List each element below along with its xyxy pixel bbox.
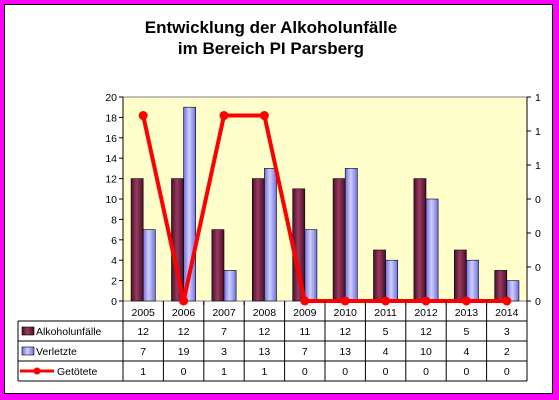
table-cell: 3 <box>504 326 510 338</box>
table-cell: 12 <box>339 326 351 338</box>
chart-frame: Entwicklung der Alkoholunfälle im Bereic… <box>4 4 553 394</box>
table-cell: 5 <box>383 326 389 338</box>
y2-tick-label: 1 <box>535 92 541 104</box>
table-cell: 2 <box>504 346 510 358</box>
y-tick-label: 0 <box>111 296 117 308</box>
bar-verletzte <box>425 198 439 302</box>
table-cell: 0 <box>181 366 187 378</box>
x-category-label: 2008 <box>253 307 277 319</box>
y-tick-label: 14 <box>105 153 117 165</box>
bar-alkoholunfaelle <box>251 178 265 302</box>
bar-alkoholunfaelle <box>332 178 346 302</box>
table-cell: 13 <box>339 346 351 358</box>
table-cell: 0 <box>342 366 348 378</box>
table-cell: 12 <box>137 326 149 338</box>
legend-key-alkoholunfaelle <box>21 326 35 336</box>
point-getoetete <box>259 111 269 121</box>
table-cell: 1 <box>140 366 146 378</box>
table-cell: 0 <box>383 366 389 378</box>
chart-title-line-2: im Bereich PI Parsberg <box>178 39 364 58</box>
point-getoetete <box>300 296 310 306</box>
x-category-label: 2013 <box>455 307 479 319</box>
y2-tick-label: 1 <box>535 160 541 172</box>
bar-alkoholunfaelle <box>130 178 144 302</box>
bar-verletzte <box>506 280 520 302</box>
bar-alkoholunfaelle <box>413 178 427 302</box>
y-tick-label: 2 <box>111 276 117 288</box>
y-tick-label: 10 <box>105 194 117 206</box>
table-cell: 0 <box>504 366 510 378</box>
table-cell: 19 <box>178 346 190 358</box>
chart: Entwicklung der Alkoholunfälle im Bereic… <box>17 18 541 382</box>
x-category-label: 2011 <box>374 307 397 319</box>
y-tick-label: 20 <box>105 92 117 104</box>
table-cell: 10 <box>420 346 432 358</box>
bar-alkoholunfaelle <box>373 249 386 302</box>
y-tick-label: 8 <box>111 214 117 226</box>
table-cell: 7 <box>302 346 308 358</box>
point-getoetete <box>179 296 189 306</box>
x-category-label: 2009 <box>293 307 317 319</box>
point-getoetete <box>381 296 391 306</box>
y2-tick-label: 0 <box>535 262 541 274</box>
table-cell: 4 <box>383 346 389 358</box>
table-cell: 1 <box>221 366 227 378</box>
table-cell: 4 <box>463 346 469 358</box>
table-cell: 0 <box>423 366 429 378</box>
bar-verletzte <box>385 259 399 302</box>
bar-verletzte <box>466 259 479 302</box>
y2-tick-label: 1 <box>535 126 541 138</box>
y2-tick-label: 0 <box>535 194 541 206</box>
y-tick-label: 16 <box>105 133 117 145</box>
bar-verletzte <box>142 229 156 302</box>
y-tick-label: 4 <box>111 255 117 267</box>
table-cell: 12 <box>259 326 271 338</box>
table-cell: 7 <box>221 326 227 338</box>
y2-tick-label: 0 <box>535 296 541 308</box>
table-cell: 0 <box>302 366 308 378</box>
legend-label-verletzte: Verletzte <box>36 346 77 358</box>
bar-alkoholunfaelle <box>171 178 184 302</box>
chart-title-line-1: Entwicklung der Alkoholunfälle <box>145 18 398 37</box>
table-cell: 13 <box>259 346 271 358</box>
y-tick-label: 12 <box>105 174 117 186</box>
table-cell: 5 <box>463 326 469 338</box>
bar-alkoholunfaelle <box>453 249 467 302</box>
bar-alkoholunfaelle <box>494 270 508 302</box>
bar-verletzte <box>223 270 237 302</box>
bar-alkoholunfaelle <box>211 229 225 302</box>
table-cell: 0 <box>463 366 469 378</box>
x-category-label: 2006 <box>172 307 196 319</box>
point-getoetete <box>461 296 471 306</box>
y2-tick-label: 0 <box>535 228 541 240</box>
x-category-label: 2007 <box>212 307 236 319</box>
bar-verletzte <box>304 229 318 302</box>
point-getoetete <box>421 296 431 306</box>
legend-key-getoetete-marker <box>33 367 41 375</box>
bars <box>130 106 520 302</box>
legend-key-verletzte <box>21 346 35 356</box>
table-cell: 7 <box>140 346 146 358</box>
table-cell: 1 <box>261 366 267 378</box>
point-getoetete <box>138 111 148 121</box>
y-tick-label: 18 <box>105 112 117 124</box>
legend-label-getoetete: Getötete <box>57 366 97 378</box>
x-category-label: 2012 <box>414 307 438 319</box>
point-getoetete <box>340 296 350 306</box>
bar-verletzte <box>344 168 358 302</box>
x-category-label: 2014 <box>495 307 519 319</box>
bar-verletzte <box>264 168 277 302</box>
legend-label-alkoholunfaelle: Alkoholunfälle <box>36 326 102 338</box>
point-getoetete <box>502 296 512 306</box>
table-cell: 11 <box>299 326 310 338</box>
point-getoetete <box>219 111 229 121</box>
x-category-label: 2010 <box>334 307 358 319</box>
data-table: 2005 2006 2007 2008 2009 2010 2011 2012 2013 2014… <box>17 301 528 382</box>
y-tick-label: 6 <box>111 235 117 247</box>
table-cell: 12 <box>178 326 190 338</box>
x-category-label: 2005 <box>132 307 156 319</box>
y-axis-right: 0 0 0 0 1 1 1 <box>526 92 541 308</box>
table-cell: 3 <box>221 346 227 358</box>
table-cell: 12 <box>420 326 432 338</box>
